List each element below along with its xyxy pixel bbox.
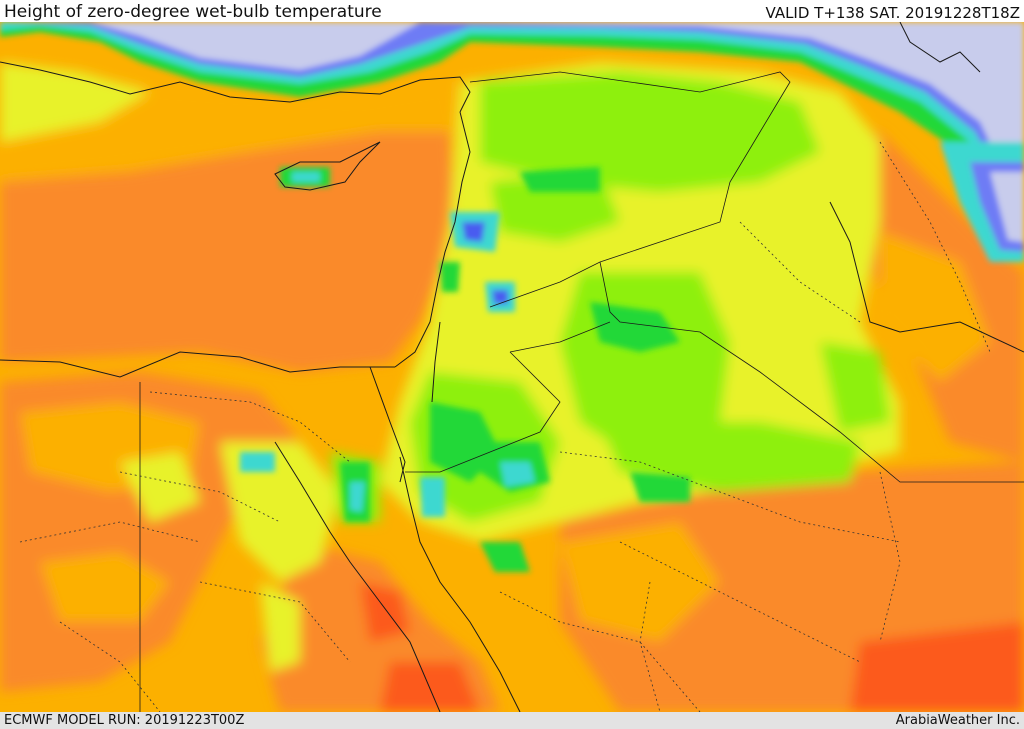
- political-borders: [139, 71, 1024, 712]
- weather-map[interactable]: [0, 22, 1024, 712]
- valid-time-label: VALID T+138 SAT. 20191228T18Z: [765, 4, 1020, 22]
- admin-borders: [19, 141, 991, 712]
- credit-label: ArabiaWeather Inc.: [895, 713, 1020, 728]
- model-run-label: ECMWF MODEL RUN: 20191223T00Z: [4, 713, 245, 728]
- map-title: Height of zero-degree wet-bulb temperatu…: [4, 2, 382, 22]
- coastlines: [0, 22, 1024, 712]
- map-canvas: [0, 22, 1024, 712]
- header-bar: Height of zero-degree wet-bulb temperatu…: [0, 0, 1024, 22]
- footer-bar: ECMWF MODEL RUN: 20191223T00Z ArabiaWeat…: [0, 712, 1024, 729]
